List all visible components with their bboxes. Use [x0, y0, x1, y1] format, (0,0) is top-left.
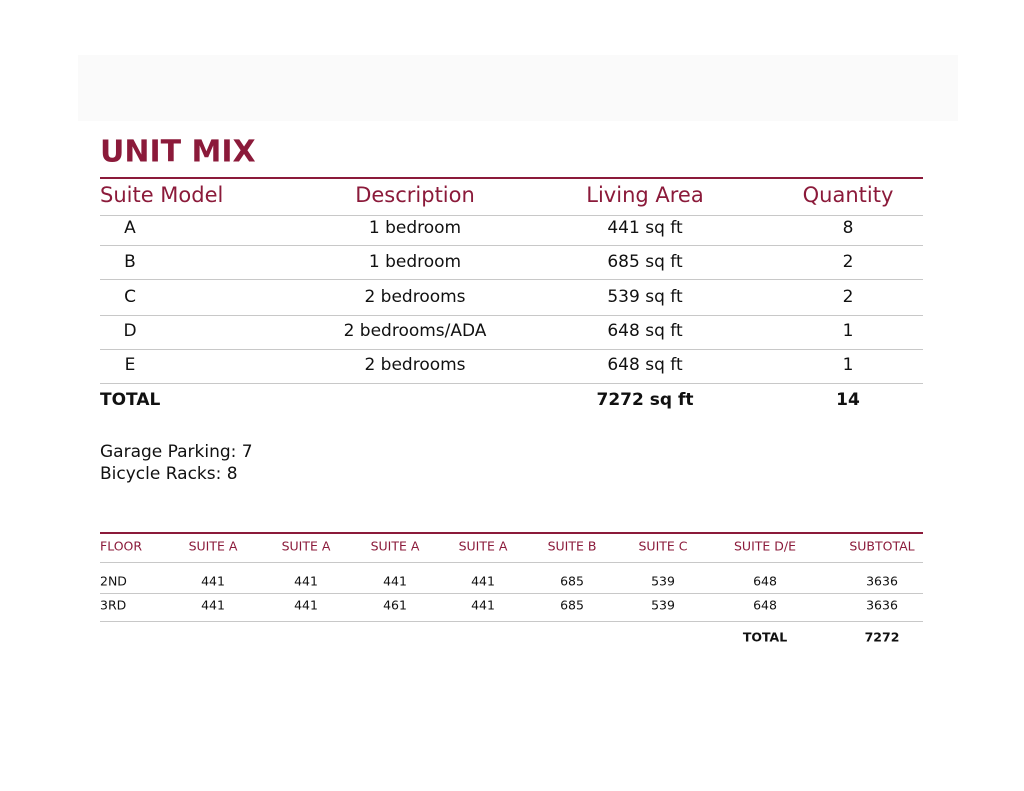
rule — [100, 245, 923, 246]
rule — [100, 593, 923, 594]
amenity: Bicycle Racks: 8 — [100, 464, 238, 484]
rule — [100, 279, 923, 280]
column-header: SUITE D/E — [733, 538, 797, 554]
table-cell: 685 — [560, 573, 584, 589]
rule — [100, 315, 923, 316]
table-cell: 685 sq ft — [607, 252, 683, 272]
table-cell: 539 — [651, 573, 675, 589]
table-cell: D — [123, 321, 137, 341]
column-header: SUBTOTAL — [849, 538, 915, 554]
table-cell: 685 — [560, 597, 584, 613]
rule — [100, 562, 923, 563]
table-cell: C — [124, 287, 136, 307]
table-cell: 1 bedroom — [368, 252, 462, 272]
table-cell: 2 bedrooms — [364, 355, 466, 375]
column-header: SUITE A — [188, 538, 238, 554]
table-cell: 2 bedrooms/ADA — [343, 321, 487, 341]
table-cell: 1 — [842, 321, 854, 341]
table-cell: 3636 — [866, 573, 898, 589]
table-cell: 2 — [842, 252, 854, 272]
column-header: SUITE A — [458, 538, 508, 554]
table-cell: B — [124, 252, 136, 272]
amenity: Garage Parking: 7 — [100, 442, 253, 462]
table-cell: 1 — [842, 355, 854, 375]
table-cell: A — [124, 218, 136, 238]
table-cell: 1 bedroom — [368, 218, 462, 238]
table-cell: 461 — [383, 597, 407, 613]
table-cell: 539 sq ft — [607, 287, 683, 307]
table-cell: 441 — [383, 573, 407, 589]
table-cell: 441 — [471, 573, 495, 589]
table-cell: 441 — [294, 573, 318, 589]
column-header: SUITE A — [281, 538, 331, 554]
rule — [100, 383, 923, 384]
column-header: Description — [355, 183, 475, 207]
total-label: TOTAL — [742, 629, 788, 645]
column-header: Living Area — [586, 183, 704, 207]
rule — [100, 215, 923, 216]
table-cell: 441 — [471, 597, 495, 613]
table-cell: 441 — [201, 573, 225, 589]
total-label: TOTAL — [100, 390, 161, 410]
column-header: FLOOR — [100, 538, 143, 554]
header-band — [78, 55, 958, 121]
table-cell: 3RD — [100, 597, 127, 613]
table-cell: E — [124, 355, 136, 375]
table-cell: 8 — [842, 218, 854, 238]
table-cell: 3636 — [866, 597, 898, 613]
table-cell: 2ND — [100, 573, 127, 589]
table-cell: 441 — [201, 597, 225, 613]
rule — [100, 177, 923, 179]
total-cell: 7272 — [864, 629, 900, 645]
rule — [100, 349, 923, 350]
column-header: SUITE B — [547, 538, 597, 554]
column-header: Quantity — [802, 183, 894, 207]
total-cell: 14 — [836, 390, 860, 410]
table-cell: 539 — [651, 597, 675, 613]
column-header: Suite Model — [100, 183, 224, 207]
table-cell: 648 — [753, 573, 777, 589]
title: UNIT MIX — [100, 134, 256, 170]
table-cell: 441 sq ft — [607, 218, 683, 238]
column-header: SUITE C — [638, 538, 688, 554]
table-cell: 2 bedrooms — [364, 287, 466, 307]
rule — [100, 532, 923, 534]
table-cell: 2 — [842, 287, 854, 307]
total-cell: 7272 sq ft — [596, 390, 694, 410]
column-header: SUITE A — [370, 538, 420, 554]
table-cell: 441 — [294, 597, 318, 613]
rule — [100, 621, 923, 622]
table-cell: 648 — [753, 597, 777, 613]
table-cell: 648 sq ft — [607, 355, 683, 375]
table-cell: 648 sq ft — [607, 321, 683, 341]
